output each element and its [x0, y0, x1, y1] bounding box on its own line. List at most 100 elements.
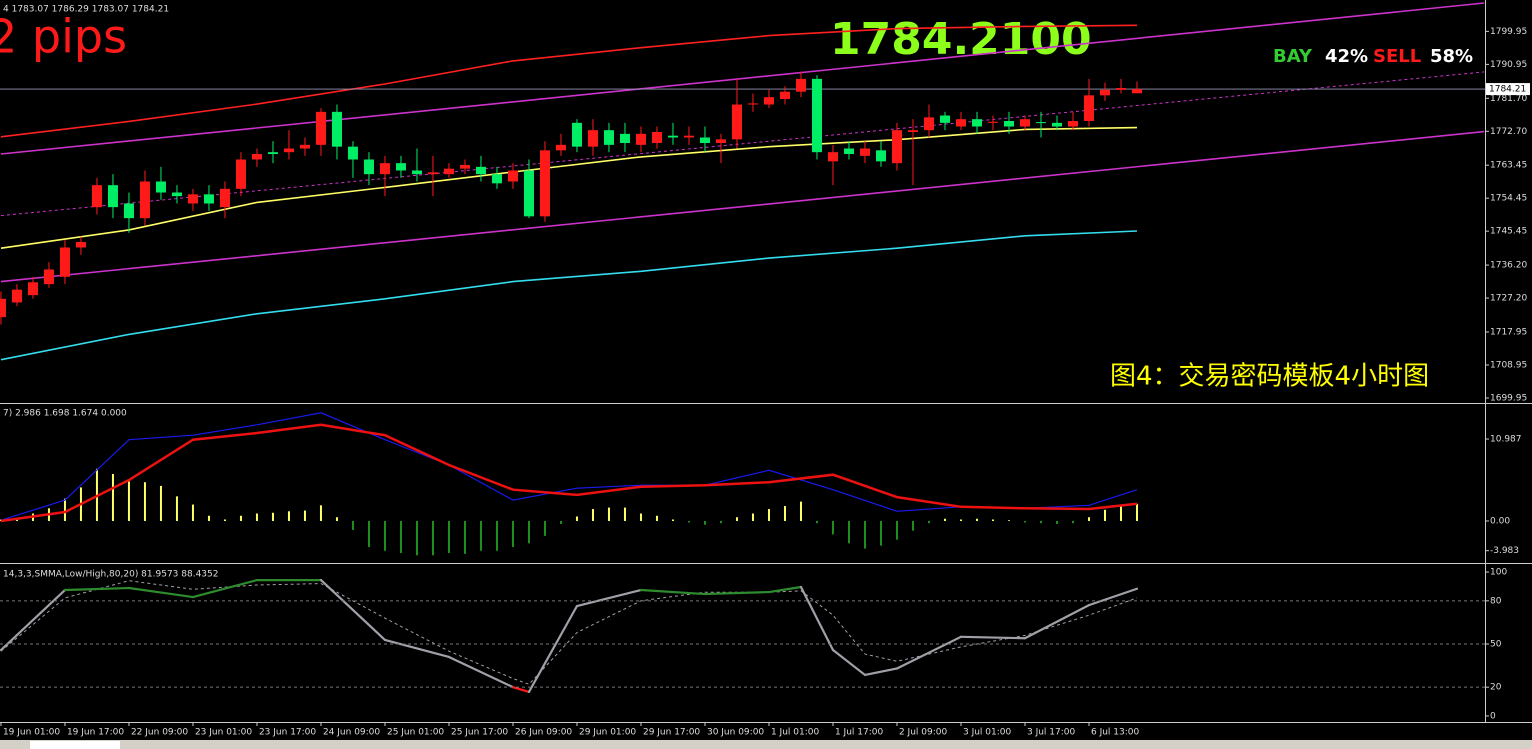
histogram-bar [975, 518, 978, 521]
histogram-bar [655, 515, 658, 521]
y-tick-label: 1699.95 [1490, 393, 1527, 403]
y-tick-label: 100 [1490, 568, 1507, 578]
candle-body [635, 133, 646, 145]
histogram-bar [383, 520, 386, 551]
y-tick-label: 1790.95 [1490, 60, 1527, 70]
candle-body [75, 241, 86, 248]
candle-body [555, 144, 566, 151]
main-line-segment [767, 585, 803, 594]
candle-body [731, 104, 742, 140]
histogram-bar [559, 520, 562, 524]
y-tick-label: 1727.20 [1490, 294, 1527, 304]
bay-pct: 42% [1325, 46, 1368, 67]
histogram-bar [463, 520, 466, 554]
candle-body [443, 168, 454, 175]
histogram-bar [303, 510, 306, 521]
histogram-bar [847, 520, 850, 544]
x-tick-label: 1 Jul 17:00 [835, 728, 884, 738]
histogram-bar [271, 512, 274, 521]
candle-body [587, 130, 598, 147]
histogram-bar [1055, 520, 1058, 524]
main-line-segment [959, 635, 1027, 640]
candle-body [1131, 89, 1142, 94]
x-tick-label: 19 Jun 01:00 [3, 728, 60, 738]
main-line-segment [383, 638, 451, 659]
histogram-bar [159, 485, 162, 521]
histogram-bar [751, 513, 754, 521]
x-tick-label: 19 Jun 17:00 [67, 728, 124, 738]
histogram-bar [671, 519, 674, 521]
candle-body [491, 174, 502, 184]
histogram-bar [703, 520, 706, 525]
candle-body [683, 135, 694, 138]
main-line-segment [447, 655, 515, 689]
y-tick-label: 1754.45 [1490, 194, 1527, 204]
candle-body [411, 170, 422, 175]
candle-body [907, 130, 918, 133]
candle-body [427, 172, 438, 175]
candle-body [539, 150, 550, 217]
histogram-bar [607, 507, 610, 521]
histogram-bar [399, 520, 402, 554]
histogram-bar [1023, 520, 1026, 523]
histogram-bar [1007, 520, 1010, 521]
overlay-line [0, 126, 1138, 249]
candle-body [203, 194, 214, 204]
main-line-segment [831, 648, 867, 677]
candle-body [363, 159, 374, 175]
main-line-segment [639, 588, 707, 596]
candle-body [923, 117, 934, 131]
overlay-line [0, 24, 1138, 138]
candle-body [1003, 121, 1014, 127]
histogram-bar [1071, 520, 1074, 524]
histogram-bar [1039, 520, 1042, 524]
histogram-bar [783, 506, 786, 521]
histogram-bar [591, 509, 594, 521]
y-tick-label: 80 [1490, 596, 1502, 606]
last-price-label: 1784.21 [1489, 85, 1526, 95]
candle-body [955, 119, 966, 127]
candle-body [827, 152, 838, 162]
candle-body [315, 111, 326, 145]
candle-body [0, 298, 6, 318]
candle-body [571, 122, 582, 147]
last-price-tag [1486, 83, 1530, 96]
candle-body [1067, 121, 1078, 127]
x-tick-label: 3 Jul 01:00 [963, 728, 1012, 738]
plot-area [0, 412, 1138, 556]
candle-body [1051, 122, 1062, 127]
candle-body [859, 148, 870, 156]
x-tick-label: 29 Jun 17:00 [643, 728, 700, 738]
candle-body [267, 152, 278, 155]
histogram-bar [495, 520, 498, 551]
candle-body [27, 282, 38, 296]
candle-body [91, 185, 102, 208]
tab[interactable] [30, 741, 120, 749]
candle-body [395, 163, 406, 171]
histogram-bar [127, 481, 130, 521]
main-line-segment [703, 590, 771, 596]
candle-body [667, 135, 678, 138]
caption: 图4：交易密码模板4小时图 [1110, 362, 1429, 392]
overlay-line [0, 130, 1485, 283]
histogram-bar [479, 520, 482, 551]
candle-body [459, 165, 470, 169]
histogram-bar [543, 520, 546, 536]
candle-body [59, 247, 70, 277]
histogram-bar [351, 520, 354, 530]
histogram-bar [1135, 503, 1138, 521]
candle-body [347, 146, 358, 160]
main-line-segment [1087, 587, 1139, 607]
candle-body [187, 194, 198, 204]
candle-body [11, 289, 22, 303]
x-tick-label: 2 Jul 09:00 [899, 728, 948, 738]
histogram-bar [527, 520, 530, 544]
overlay-line [0, 71, 1485, 217]
y-tick-label: 1736.20 [1490, 261, 1527, 271]
x-tick-label: 30 Jun 09:00 [707, 728, 764, 738]
histogram-bar [207, 515, 210, 521]
histogram-bar [223, 519, 226, 521]
x-tick-label: 6 Jul 13:00 [1091, 728, 1140, 738]
candle-body [763, 97, 774, 105]
candle-body [971, 119, 982, 127]
